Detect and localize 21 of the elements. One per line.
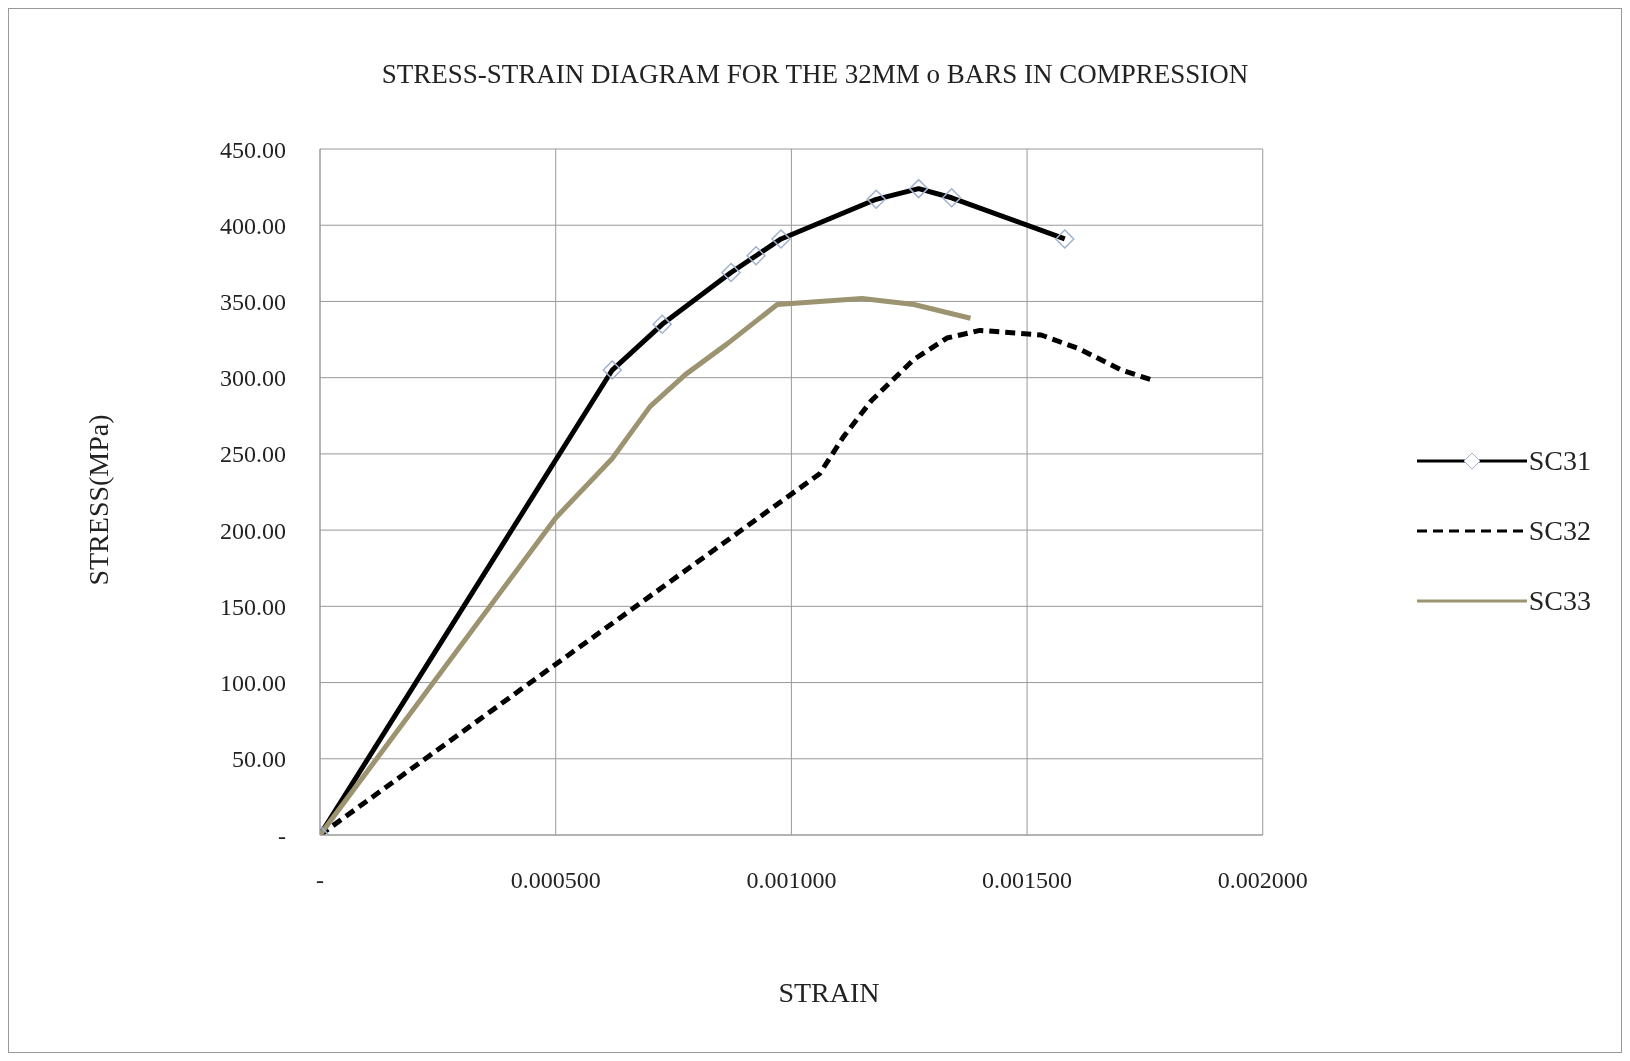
- y-tick-label: 350.00: [220, 288, 286, 315]
- x-tick-label: 0.000500: [510, 867, 601, 894]
- legend-label: SC32: [1528, 513, 1591, 548]
- x-tick-label: 0.001000: [746, 867, 837, 894]
- y-tick-label: 200.00: [220, 517, 286, 544]
- chart-title: STRESS-STRAIN DIAGRAM FOR THE 32MM o BARS IN COMPRESSION: [380, 59, 1250, 90]
- y-tick-label: 450.00: [220, 136, 286, 163]
- legend-label: SC33: [1528, 583, 1591, 618]
- x-axis-title: STRAIN: [778, 977, 880, 1009]
- y-tick-label: 400.00: [220, 212, 286, 239]
- y-tick-label: 300.00: [220, 365, 286, 392]
- y-tick-label: 250.00: [220, 441, 286, 468]
- y-axis-title: STRESS(MPa): [83, 414, 115, 586]
- x-tick-label: -: [316, 867, 324, 894]
- x-tick-label: 0.001500: [982, 867, 1073, 894]
- y-tick-label: -: [278, 822, 286, 849]
- y-tick-label: 150.00: [220, 593, 286, 620]
- y-tick-label: 100.00: [220, 670, 286, 697]
- x-tick-label: 0.002000: [1217, 867, 1308, 894]
- y-tick-label: 50.00: [232, 746, 286, 773]
- legend-label: SC31: [1528, 443, 1591, 478]
